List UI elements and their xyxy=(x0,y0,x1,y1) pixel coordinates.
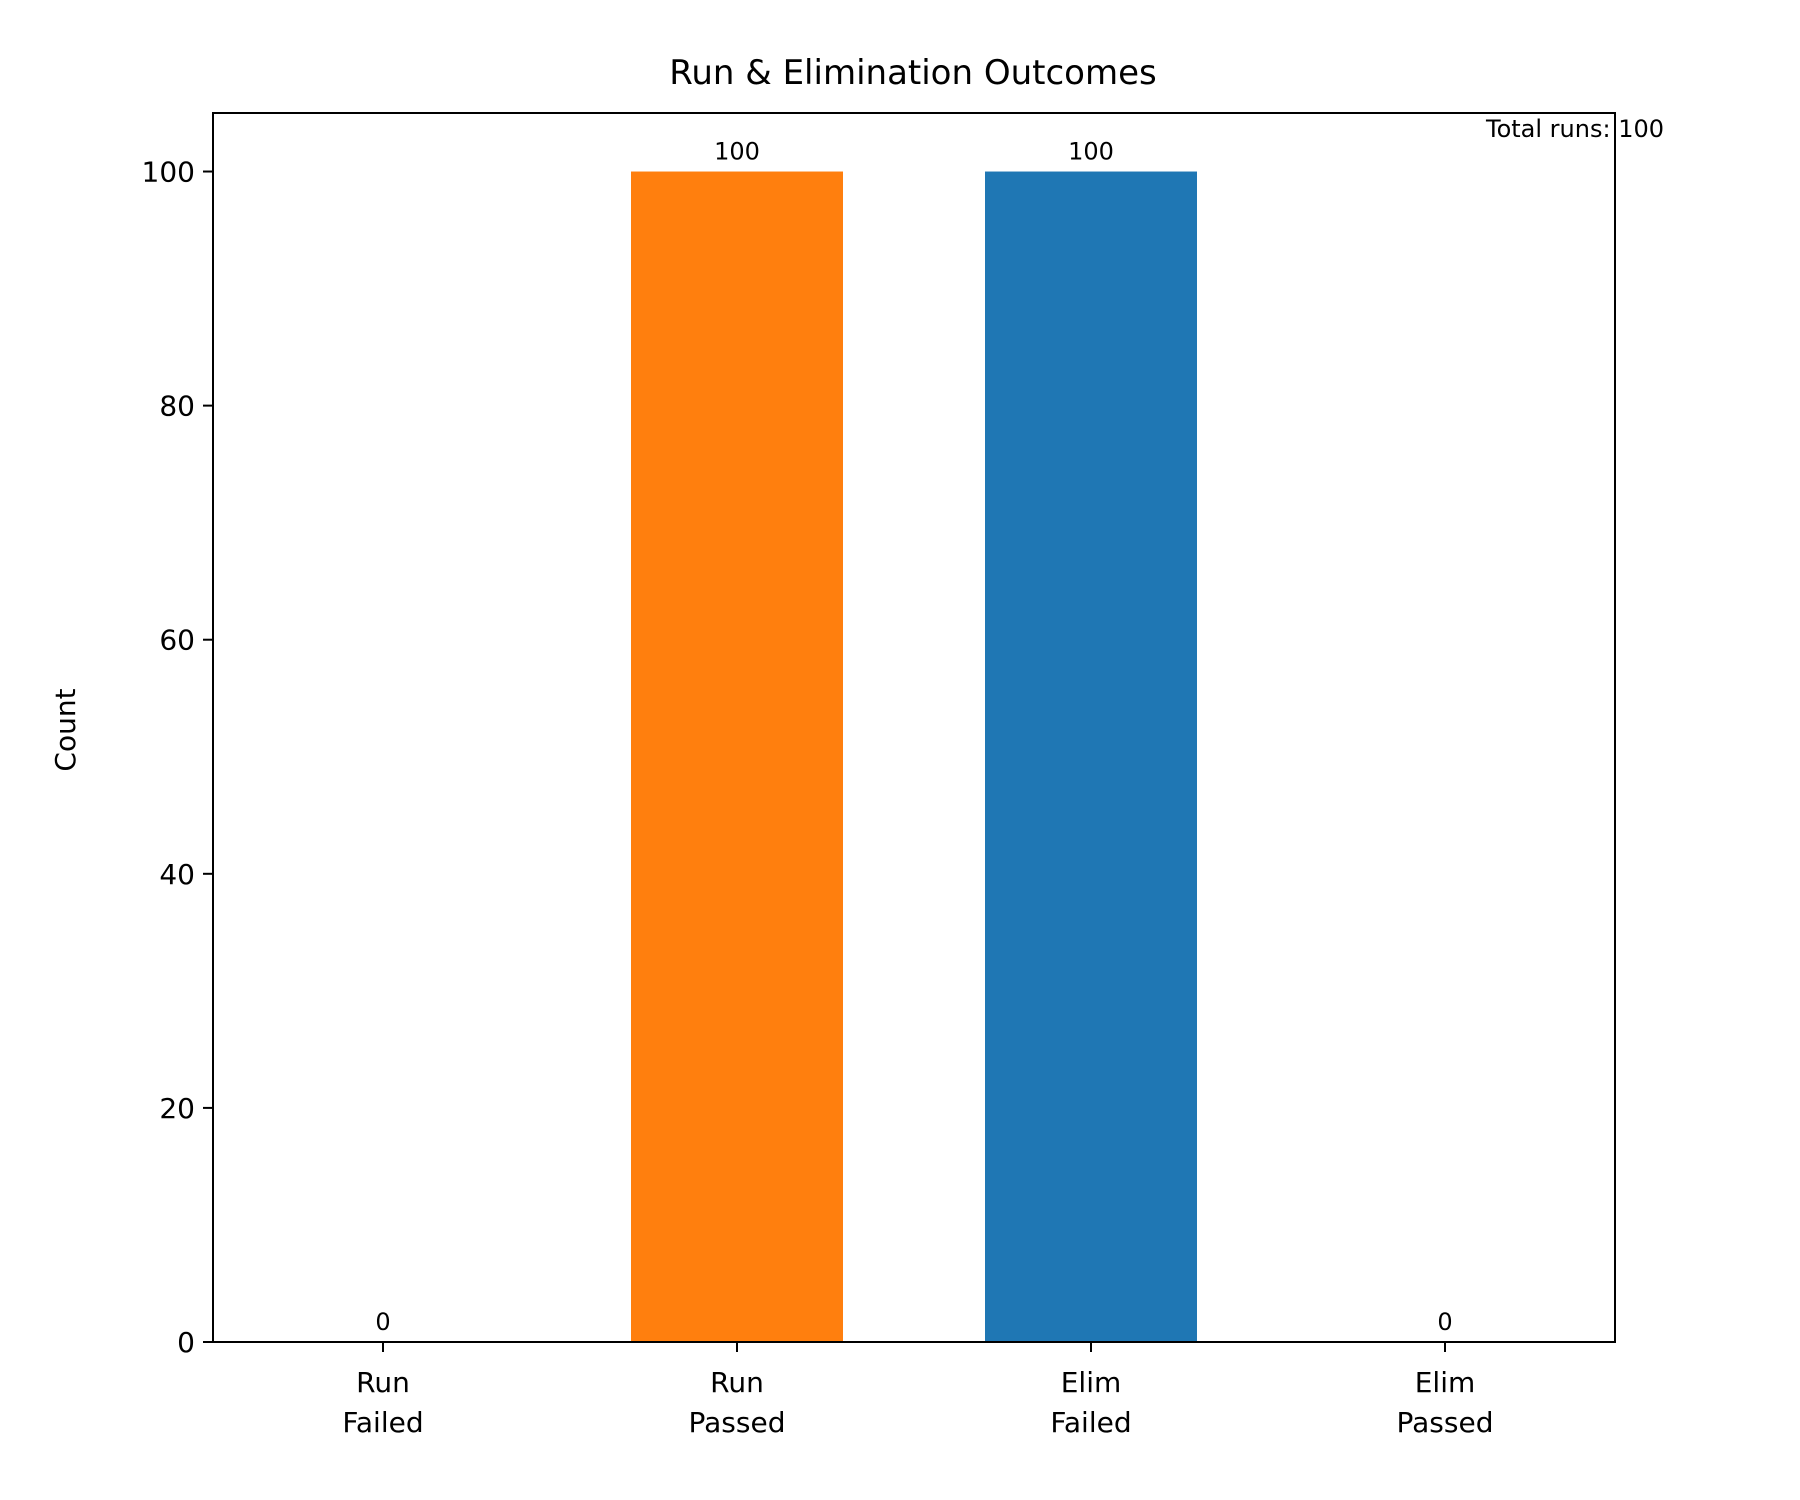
chart-title: Run & Elimination Outcomes xyxy=(669,53,1156,93)
bar-value-label-3: 0 xyxy=(1437,1308,1452,1336)
y-tick-label-0: 0 xyxy=(177,1326,195,1359)
bar-1 xyxy=(631,171,843,1342)
x-tick-label-0: Run Failed xyxy=(342,1366,423,1439)
x-tick-label-2: Elim Failed xyxy=(1050,1366,1131,1439)
x-tick-label-1: Run Passed xyxy=(689,1366,786,1439)
bar-value-label-1: 100 xyxy=(714,138,760,166)
axes-frame xyxy=(212,112,1616,1343)
y-tick-label-1: 20 xyxy=(159,1092,195,1125)
bar-value-label-0: 0 xyxy=(375,1308,390,1336)
y-tick-label-2: 40 xyxy=(159,858,195,891)
bar-2 xyxy=(985,171,1197,1342)
y-tick-label-4: 80 xyxy=(159,390,195,423)
bar-value-label-2: 100 xyxy=(1068,138,1114,166)
total-runs-annotation: Total runs: 100 xyxy=(1485,115,1664,143)
plot-area: 0 100 100 0 0 20 40 60 80 100 Run Failed Run Passed El… xyxy=(142,112,1616,1439)
y-axis-label: Count xyxy=(49,688,82,771)
y-tick-label-3: 60 xyxy=(159,624,195,657)
y-tick-label-5: 100 xyxy=(142,156,195,189)
x-tick-label-3: Elim Passed xyxy=(1397,1366,1494,1439)
